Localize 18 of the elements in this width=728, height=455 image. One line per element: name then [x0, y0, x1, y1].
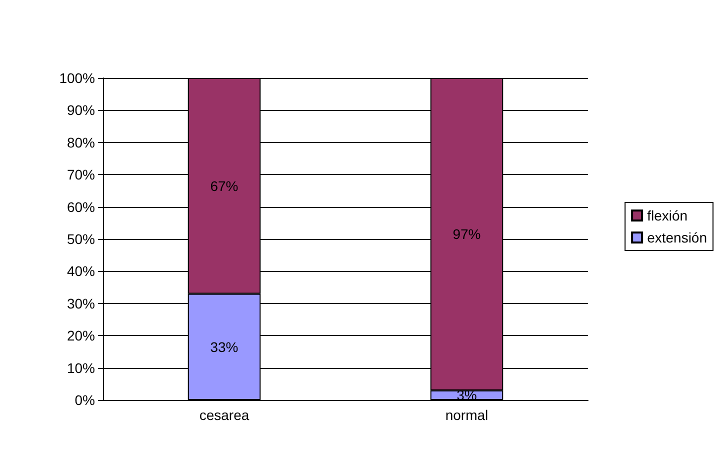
- data-label: 97%: [452, 226, 481, 242]
- y-tick-label: 30%: [66, 295, 95, 312]
- y-tick-label: 60%: [66, 198, 95, 215]
- y-tick-label: 10%: [66, 360, 95, 376]
- y-tick-label: 100%: [59, 70, 95, 86]
- legend-label: flexión: [647, 208, 688, 224]
- y-tick-label: 0%: [74, 392, 95, 408]
- data-label: 33%: [210, 338, 238, 355]
- y-tick-label: 20%: [66, 328, 95, 344]
- legend-label: extensión: [647, 230, 708, 246]
- x-tick-label: normal: [445, 407, 488, 423]
- y-tick-label: 50%: [66, 231, 95, 247]
- y-tick-label: 40%: [66, 263, 95, 280]
- y-tick-label: 90%: [66, 102, 95, 118]
- y-tick-label: 70%: [66, 166, 95, 183]
- data-label: 67%: [210, 178, 238, 194]
- y-tick-label: 80%: [66, 134, 95, 150]
- x-tick-label: cesarea: [199, 407, 250, 423]
